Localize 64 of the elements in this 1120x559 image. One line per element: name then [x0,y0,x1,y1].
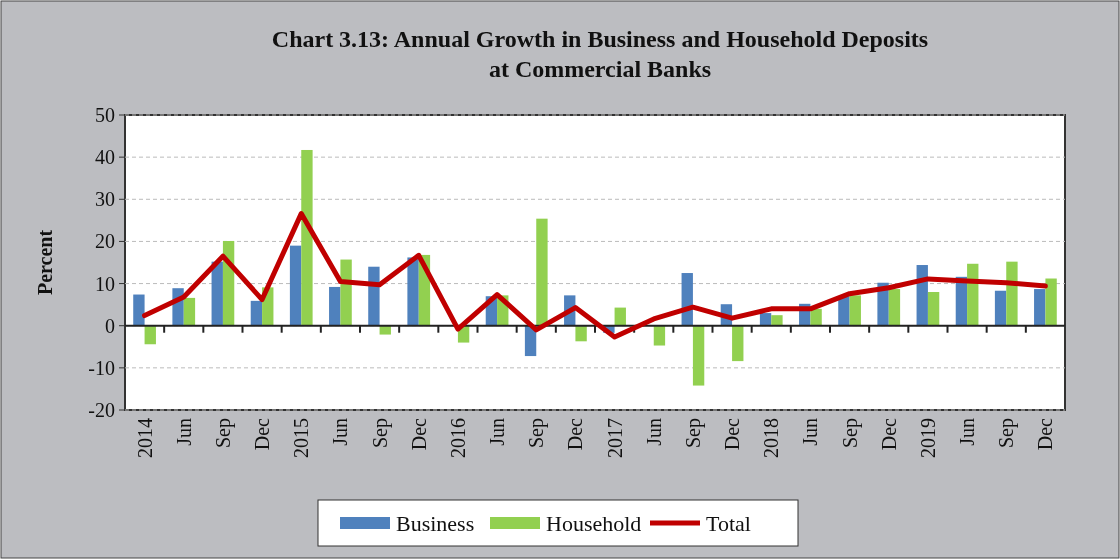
x-tick-label: Jun [956,418,979,446]
bar [329,286,341,326]
bar [575,325,587,342]
bar [838,296,850,326]
x-tick-label: Dec [251,417,274,451]
bar [340,259,352,326]
x-tick-label: Sep [368,418,392,448]
bar [289,245,302,326]
y-tick-label: -10 [88,356,115,379]
x-tick-label: Jun [172,418,195,446]
x-tick-label: 2016 [446,418,469,458]
bar [211,261,223,326]
bar [133,294,145,326]
y-axis-title: Percent [34,229,56,296]
x-tick-label: Jun [642,418,665,446]
bar [1034,289,1046,326]
bar [692,325,705,386]
bar [614,307,626,326]
x-tick-label: 2018 [760,418,783,458]
y-tick-label: 20 [95,230,115,253]
y-tick-label: 0 [105,314,115,337]
bar [653,325,666,346]
bar [250,300,263,326]
x-tick-label: Sep [838,418,862,448]
bar [810,308,822,326]
y-tick-label: -20 [88,399,115,421]
chart-title: Chart 3.13: Annual Growth in Business and Household Deposits at Commercial Banks [271,26,929,82]
x-tick-label: Sep [211,418,235,448]
x-tick-label: 2017 [603,418,626,458]
x-tick-label: 2015 [290,418,313,458]
x-tick-label: Jun [799,418,822,446]
x-tick-label: Dec [1034,417,1057,451]
x-tick-label: Dec [564,417,587,451]
bar [407,257,419,326]
x-tick-label: Jun [486,418,509,446]
bar [888,289,901,326]
x-tick-label: Dec [877,417,900,451]
x-tick-label: Jun [329,418,352,446]
bar [536,218,548,326]
bar [927,292,940,326]
bar [368,266,380,326]
legend-label: Total [706,510,751,536]
legend-label: Household [546,510,642,536]
bar [759,313,772,326]
x-tick-label: Sep [525,418,549,448]
bar [849,295,861,326]
legend-label: Business [396,510,475,536]
y-tick-label: 30 [95,188,115,211]
x-tick-label: 2019 [916,418,939,458]
bar [771,315,783,326]
y-tick-label: 40 [95,146,115,169]
bar [732,325,744,362]
x-tick-label: Sep [681,418,705,448]
bar [1006,261,1018,326]
bar [1045,278,1057,326]
y-tick-label: 10 [95,272,115,295]
bar [183,297,196,326]
bar [301,149,313,326]
x-tick-label: Dec [407,417,430,451]
bar [994,290,1007,326]
x-tick-label: Sep [995,418,1019,448]
x-tick-label: 2014 [133,418,156,458]
x-tick-label: Dec [721,417,744,451]
y-tick-label: 50 [95,104,115,126]
